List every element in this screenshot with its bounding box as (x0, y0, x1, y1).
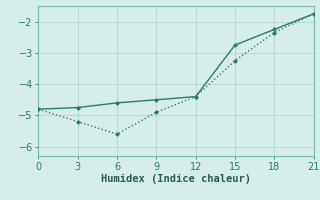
X-axis label: Humidex (Indice chaleur): Humidex (Indice chaleur) (101, 174, 251, 184)
